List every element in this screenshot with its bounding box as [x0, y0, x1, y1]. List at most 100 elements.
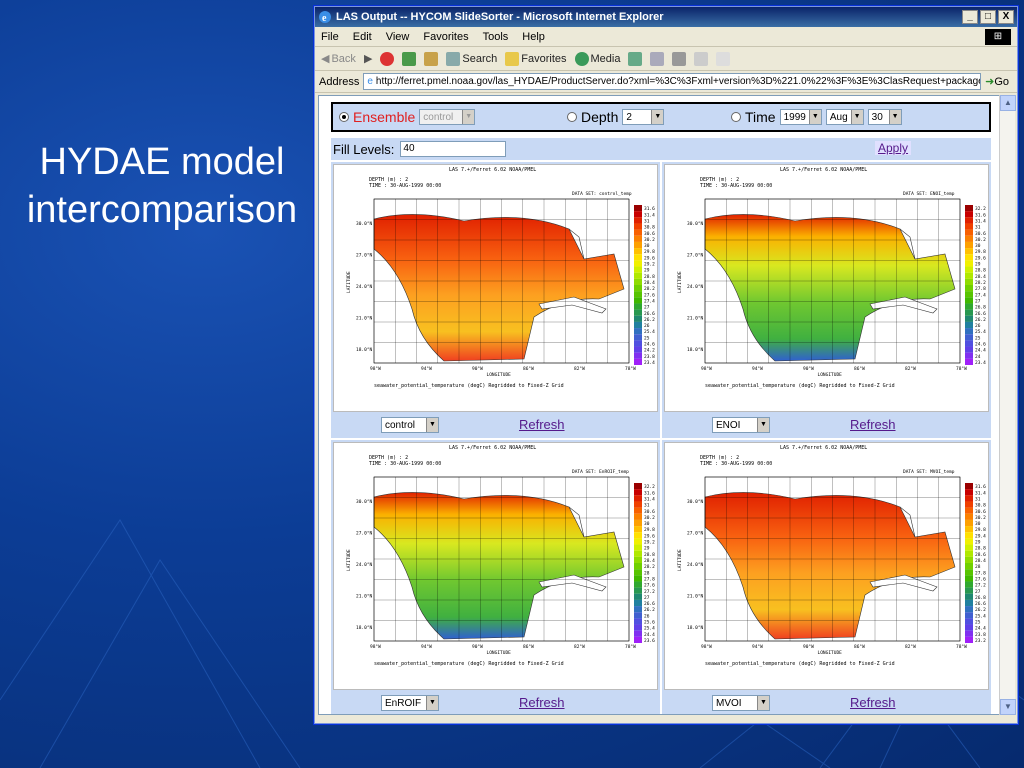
refresh-link[interactable]: Refresh: [519, 417, 565, 432]
refresh-link[interactable]: Refresh: [519, 695, 565, 710]
colorbar-swatch: [965, 328, 973, 335]
month-select[interactable]: Aug ▼: [825, 109, 864, 125]
colorbar-label: 28.8: [975, 268, 986, 274]
colorbar-swatch: [965, 211, 973, 218]
media-label: Media: [590, 52, 621, 65]
colorbar-label: 30: [975, 521, 981, 527]
x-tick-label: 78°W: [956, 644, 967, 650]
colorbar-swatch: [965, 235, 973, 242]
vertical-scrollbar[interactable]: ▲ ▼: [999, 95, 1016, 715]
window-titlebar: e LAS Output -- HYCOM SlideSorter - Micr…: [315, 7, 1017, 27]
depth-label: Depth: [581, 109, 619, 125]
print-icon[interactable]: [672, 51, 687, 66]
minimize-button[interactable]: _: [962, 10, 978, 24]
colorbar-swatch: [965, 606, 973, 613]
colorbar-swatch: [965, 309, 973, 316]
colorbar-label: 28.2: [644, 564, 655, 570]
y-tick-label: 30.0°N: [687, 499, 704, 505]
scroll-up-icon[interactable]: ▲: [1000, 95, 1016, 111]
media-button[interactable]: Media: [574, 51, 621, 66]
y-tick-label: 18.0°N: [687, 625, 704, 631]
colorbar-label: 28.4: [975, 274, 986, 280]
florida-coastline: [568, 506, 585, 538]
temperature-map: LAS 7.+/Ferret 6.02 NOAA/PMEL DEPTH (m) :…: [664, 442, 989, 690]
close-button[interactable]: X: [998, 10, 1014, 24]
refresh-link[interactable]: Refresh: [850, 695, 896, 710]
colorbar-swatch: [965, 248, 973, 255]
menu-tools[interactable]: Tools: [482, 30, 509, 43]
scroll-down-icon[interactable]: ▼: [1000, 699, 1016, 715]
ensemble-select-value: control: [423, 111, 454, 123]
time-radio[interactable]: [731, 112, 741, 122]
colorbar-label: 27.6: [644, 292, 655, 298]
search-button[interactable]: Search: [446, 51, 498, 66]
ensemble-radio[interactable]: [339, 112, 349, 122]
year-select[interactable]: 1999 ▼: [779, 109, 822, 125]
chevron-down-icon: ▼: [888, 110, 901, 124]
cuba-landmass: [869, 296, 938, 314]
ensemble-select[interactable]: control ▼: [419, 109, 476, 125]
colorbar-swatch: [634, 575, 642, 582]
colorbar-swatch: [634, 489, 642, 496]
colorbar-label: 31.6: [975, 212, 986, 218]
menu-view[interactable]: View: [385, 30, 410, 43]
colorbar-label: 26.2: [975, 607, 986, 613]
colorbar-label: 31: [975, 496, 981, 502]
map-plot-svg: LAS 7.+/Ferret 6.02 NOAA/PMEL DEPTH (m) :…: [346, 167, 655, 389]
y-tick-label: 24.0°N: [687, 562, 704, 568]
model-select[interactable]: control ▼: [381, 417, 439, 433]
model-select[interactable]: EnROIF ▼: [381, 695, 439, 711]
fill-levels-input[interactable]: 40: [400, 141, 507, 157]
menu-edit[interactable]: Edit: [352, 30, 372, 43]
model-select[interactable]: MVOI ▼: [712, 695, 770, 711]
refresh-icon[interactable]: [402, 51, 417, 66]
depth-select[interactable]: 2 ▼: [622, 109, 665, 125]
refresh-link[interactable]: Refresh: [850, 417, 896, 432]
colorbar-label: 26.6: [644, 601, 655, 607]
toolbar: ◀ Back ▶ Search Favorites Media: [315, 47, 1017, 71]
x-tick-label: 90°W: [803, 366, 814, 372]
colorbar-swatch: [965, 285, 973, 292]
colorbar-label: 29.6: [644, 533, 655, 539]
forward-arrow-icon[interactable]: ▶: [363, 53, 373, 65]
menu-favorites[interactable]: Favorites: [423, 30, 469, 43]
depth-radio[interactable]: [567, 112, 577, 122]
plot-depth: DEPTH (m) : 2: [369, 455, 408, 461]
colorbar-label: 29.6: [975, 255, 986, 261]
search-label: Search: [462, 52, 498, 65]
colorbar-swatch: [634, 495, 642, 502]
colorbar-swatch: [634, 526, 642, 533]
x-tick-label: 86°W: [854, 366, 865, 372]
go-label: Go: [994, 76, 1009, 88]
day-select[interactable]: 30 ▼: [867, 109, 902, 125]
address-input[interactable]: e http://ferret.pmel.noaa.gov/las_HYDAE/…: [363, 73, 982, 90]
model-select[interactable]: ENOI ▼: [712, 417, 770, 433]
colorbar-label: 31.4: [975, 490, 986, 496]
history-icon[interactable]: [628, 51, 643, 66]
discuss-icon[interactable]: [716, 51, 731, 66]
model-select-value: control: [385, 419, 416, 431]
edit-icon[interactable]: [694, 51, 709, 66]
colorbar-swatch: [634, 581, 642, 588]
model-select-value: EnROIF: [385, 697, 422, 709]
mail-icon[interactable]: [650, 51, 665, 66]
colorbar-swatch: [634, 612, 642, 619]
apply-button[interactable]: Apply: [875, 141, 912, 155]
back-arrow-icon: ◀: [321, 53, 330, 65]
y-tick-label: 21.0°N: [356, 594, 373, 600]
menu-file[interactable]: File: [321, 30, 339, 43]
x-tick-label: 90°W: [472, 644, 483, 650]
home-icon[interactable]: [424, 51, 439, 66]
menu-help[interactable]: Help: [522, 30, 545, 43]
fill-levels-row: Fill Levels: 40 Apply: [331, 138, 991, 160]
map-frame: [373, 198, 630, 364]
colorbar-label: 27: [644, 305, 650, 311]
favorites-button[interactable]: Favorites: [505, 51, 567, 66]
maximize-button[interactable]: □: [980, 10, 996, 24]
back-button[interactable]: ◀ Back: [321, 52, 356, 66]
go-button[interactable]: ➜Go: [985, 75, 1009, 88]
stop-icon[interactable]: [380, 51, 395, 66]
plot-depth: DEPTH (m) : 2: [700, 177, 739, 183]
address-label: Address: [319, 75, 360, 88]
colorbar-swatch: [634, 217, 642, 224]
